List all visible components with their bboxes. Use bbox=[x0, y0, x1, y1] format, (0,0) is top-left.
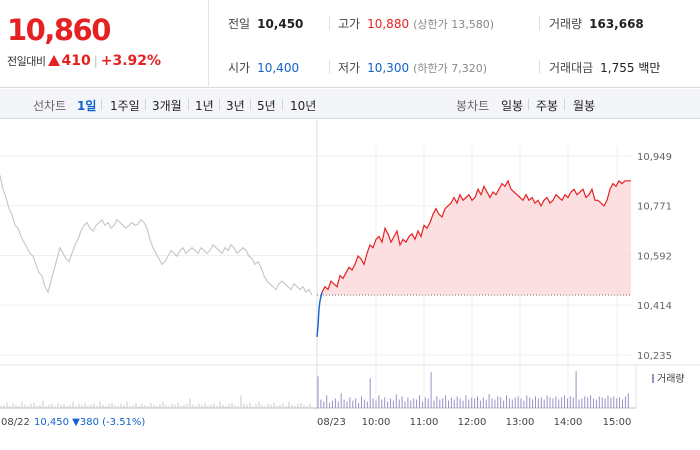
change-row: 전일대비 410 | +3.92% bbox=[7, 53, 161, 69]
price-chart-svg: 10,949 10,771 10,592 10,414 10,235 거래량 08/22 08… bbox=[0, 120, 700, 428]
stat-divider bbox=[329, 60, 330, 74]
x-tick-label: 14:00 bbox=[554, 417, 583, 428]
tab-divider bbox=[145, 99, 146, 110]
y-tick-label: 10,592 bbox=[637, 252, 672, 263]
y-tick-label: 10,949 bbox=[637, 152, 672, 163]
change-separator: | bbox=[93, 54, 98, 68]
tab-divider bbox=[219, 99, 220, 110]
tab-period-10y[interactable]: 10년 bbox=[290, 99, 317, 113]
x-tick-label: 11:00 bbox=[410, 417, 439, 428]
trade-value-label: 거래대금 bbox=[549, 61, 594, 75]
volume-legend-swatch bbox=[652, 374, 654, 383]
stat-volume: 거래량 163,668 bbox=[549, 15, 644, 32]
price-lines bbox=[0, 175, 632, 337]
low-value: 10,300 bbox=[367, 61, 410, 75]
prev-close-label: 전일 bbox=[228, 17, 251, 31]
line-chart-label: 선차트 bbox=[33, 99, 67, 113]
stat-divider bbox=[539, 16, 540, 30]
chart-tab-bar: 선차트 1일 1주일 3개월 1년 3년 5년 10년 봉차트 일봉 주봉 월봉 bbox=[0, 89, 700, 119]
x-tick-label: 08/22 bbox=[1, 417, 30, 428]
open-label: 시가 bbox=[228, 61, 251, 75]
prev-day-summary: 10,450 ▼380 (-3.51%) bbox=[34, 417, 145, 428]
stat-low: 저가 10,300 (하한가 7,320) bbox=[338, 59, 487, 76]
x-tick-label: 08/23 bbox=[317, 417, 346, 428]
y-tick-label: 10,414 bbox=[637, 301, 672, 312]
candle-chart-label: 봉차트 bbox=[456, 99, 490, 113]
stat-high: 고가 10,880 (상한가 13,580) bbox=[338, 15, 494, 32]
change-percent: +3.92% bbox=[100, 53, 162, 69]
today-line-down bbox=[316, 292, 323, 337]
tab-period-3m[interactable]: 3개월 bbox=[152, 99, 182, 113]
quote-header: 10,860 전일대비 410 | +3.92% 전일 10,450 고가 10,880(… bbox=[0, 0, 700, 88]
tab-divider bbox=[564, 99, 565, 110]
tab-period-1d[interactable]: 1일 bbox=[77, 99, 97, 113]
change-amount: 410 bbox=[61, 53, 91, 69]
tab-divider bbox=[188, 99, 189, 110]
tab-divider bbox=[101, 99, 102, 110]
tab-divider bbox=[528, 99, 529, 110]
tab-divider bbox=[282, 99, 283, 110]
tab-period-1y[interactable]: 1년 bbox=[195, 99, 214, 113]
today-fill-area bbox=[317, 180, 631, 296]
volume-label: 거래량 bbox=[549, 17, 583, 31]
prev-close-value: 10,450 bbox=[257, 17, 304, 31]
axis-labels: 10,949 10,771 10,592 10,414 10,235 거래량 08/22 08… bbox=[1, 152, 685, 428]
stat-open: 시가 10,400 bbox=[228, 59, 299, 76]
price-box: 10,860 전일대비 410 | +3.92% bbox=[0, 0, 209, 88]
intraday-chart[interactable]: 10,949 10,771 10,592 10,414 10,235 거래량 08/22 08… bbox=[0, 120, 700, 450]
tab-candle-daily[interactable]: 일봉 bbox=[501, 99, 524, 113]
tab-candle-monthly[interactable]: 월봉 bbox=[573, 99, 596, 113]
high-label: 고가 bbox=[338, 17, 361, 31]
upper-limit: (상한가 13,580) bbox=[413, 18, 495, 31]
price-fill-area bbox=[317, 180, 631, 296]
current-price: 10,860 bbox=[7, 13, 111, 47]
volume-bars bbox=[0, 371, 629, 408]
open-value: 10,400 bbox=[257, 61, 300, 75]
volume-legend-label: 거래량 bbox=[657, 373, 685, 385]
x-tick-label: 13:00 bbox=[506, 417, 535, 428]
tab-candle-weekly[interactable]: 주봉 bbox=[536, 99, 559, 113]
x-tick-label: 12:00 bbox=[458, 417, 487, 428]
stat-trade-value: 거래대금 1,755 백만 bbox=[549, 59, 660, 76]
stat-divider bbox=[539, 60, 540, 74]
tab-period-1w[interactable]: 1주일 bbox=[110, 99, 140, 113]
lower-limit: (하한가 7,320) bbox=[413, 62, 488, 75]
tab-period-5y[interactable]: 5년 bbox=[257, 99, 276, 113]
trade-value: 1,755 백만 bbox=[600, 61, 661, 75]
prev-day-line bbox=[0, 175, 313, 296]
y-tick-label: 10,771 bbox=[637, 202, 672, 213]
stat-divider bbox=[329, 16, 330, 30]
low-label: 저가 bbox=[338, 61, 361, 75]
x-tick-label: 15:00 bbox=[603, 417, 632, 428]
tab-divider bbox=[250, 99, 251, 110]
y-tick-label: 10,235 bbox=[637, 351, 672, 362]
change-label: 전일대비 bbox=[7, 55, 46, 68]
x-tick-label: 10:00 bbox=[362, 417, 391, 428]
high-value: 10,880 bbox=[367, 17, 410, 31]
volume-value: 163,668 bbox=[589, 17, 644, 31]
up-triangle-icon bbox=[48, 55, 61, 66]
tab-period-3y[interactable]: 3년 bbox=[226, 99, 245, 113]
stat-prev-close: 전일 10,450 bbox=[228, 15, 303, 32]
today-line-up bbox=[321, 179, 631, 293]
